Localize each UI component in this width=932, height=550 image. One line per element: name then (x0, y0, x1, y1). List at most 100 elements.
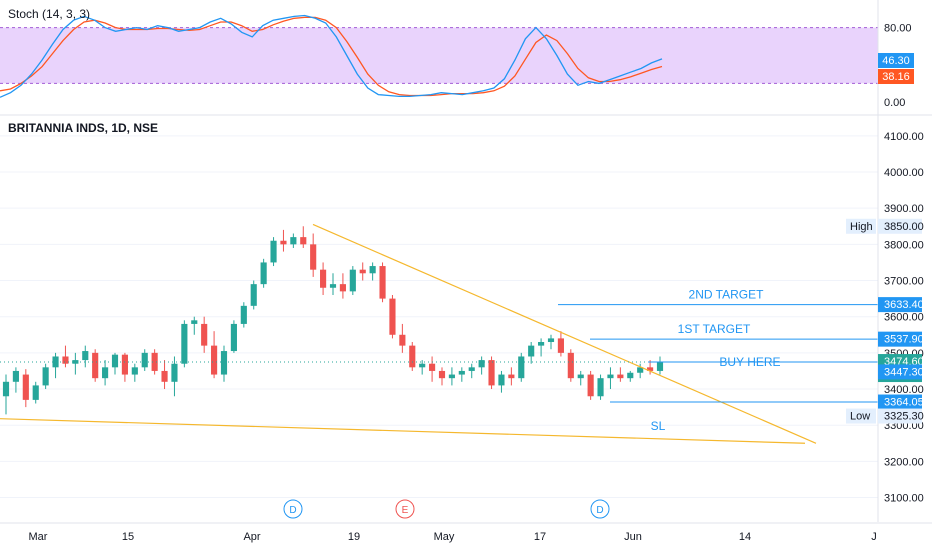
candle (250, 280, 257, 310)
symbol-title: BRITANNIA INDS, 1D, NSE (8, 121, 158, 135)
candle (320, 262, 327, 295)
candle-body (419, 363, 426, 368)
price-badge-label: Low (850, 411, 870, 423)
candle (42, 363, 49, 390)
lower-trendline (0, 418, 806, 444)
candle (111, 352, 119, 375)
price-badge-label-bg (846, 218, 876, 234)
price-axis-tick: 3600.00 (884, 312, 924, 324)
candle-body (597, 378, 604, 397)
candle (339, 273, 346, 299)
stoch-d-value: 38.16 (882, 71, 910, 83)
stoch-k-value: 46.30 (882, 55, 910, 67)
price-badge-label: High (850, 221, 873, 233)
candle (260, 258, 267, 288)
stoch-k-badge: 46.30 (878, 53, 914, 68)
price-badge-bg (878, 364, 922, 380)
candle-body (161, 370, 168, 382)
candle-body (2, 381, 10, 397)
price-badge: 3447.30 (878, 364, 924, 380)
event-circle (283, 499, 303, 519)
candle (518, 352, 525, 382)
annotation-label: 2ND TARGET (689, 288, 765, 302)
candle (557, 331, 564, 357)
candle-body (547, 338, 555, 343)
stoch-d-badge-bg (878, 69, 914, 84)
candle-body (498, 374, 505, 386)
candle (181, 320, 188, 368)
candle (637, 363, 644, 379)
candle-body (647, 367, 654, 371)
candle (627, 370, 634, 382)
candle (607, 367, 614, 390)
candle (201, 316, 208, 353)
candle-body (339, 284, 346, 292)
candle (2, 374, 10, 415)
candle-body (141, 352, 148, 368)
candle-body (438, 370, 446, 379)
candle-body (131, 367, 138, 375)
candle-body (171, 363, 178, 382)
price-axis[interactable]: 80.00 0.00 46.30 38.16 4100.00 4000.00 3900.00… (846, 0, 927, 522)
candle (32, 381, 39, 404)
candle-body (577, 374, 584, 379)
candle (399, 323, 406, 353)
candle-body (220, 351, 228, 375)
candle (488, 356, 495, 390)
price-badge-bg (878, 394, 922, 410)
candle (300, 226, 307, 248)
price-badge-bg (878, 331, 922, 347)
candle (121, 352, 128, 382)
candle-body (290, 237, 297, 245)
candle (240, 302, 247, 328)
candle (161, 360, 168, 390)
candle-body (528, 345, 535, 357)
candle-body (349, 269, 356, 292)
candle (458, 367, 465, 382)
candle-body (52, 356, 59, 368)
candle (171, 356, 178, 397)
candle-body (191, 320, 198, 324)
candle (498, 370, 505, 393)
time-axis-label: Apr (243, 531, 260, 543)
candle-body (32, 385, 39, 400)
candle-body (508, 374, 515, 379)
candle (448, 367, 455, 386)
stoch-axis-tick: 80.00 (884, 23, 912, 35)
candle-body (557, 338, 564, 353)
candle (429, 356, 436, 382)
stoch-k-line (0, 14, 663, 98)
price-badge: 3633.40 (878, 297, 924, 313)
candle (211, 331, 218, 379)
candle-body (369, 266, 376, 274)
candle-body (92, 352, 99, 379)
candle (567, 349, 574, 382)
candle (329, 273, 337, 295)
event-letter: D (596, 505, 603, 516)
candle-body (478, 360, 485, 368)
event-letter: E (402, 505, 409, 516)
upper-trendline (312, 223, 817, 444)
candle-body (230, 323, 237, 352)
candle (131, 363, 138, 382)
price-axis-tick: 3200.00 (884, 456, 924, 468)
candle (468, 363, 475, 379)
candle-body (201, 323, 208, 346)
candle-body (300, 237, 307, 245)
candle (310, 233, 317, 277)
price-badge: 3325.30 Low (846, 408, 924, 424)
price-axis-tick: 3700.00 (884, 276, 924, 288)
candle (359, 262, 366, 281)
candle (379, 262, 386, 303)
price-axis-tick: 3100.00 (884, 493, 924, 505)
candle-body (518, 356, 525, 379)
candle (409, 342, 416, 371)
price-badge: 3364.05 (878, 394, 924, 410)
price-badge-value: 3850.00 (884, 221, 924, 233)
candle (577, 370, 584, 386)
candle-body (280, 240, 287, 245)
candle-body (62, 356, 69, 364)
candle-body (82, 351, 89, 361)
time-axis[interactable]: Mar 15 Apr 19 May 17 Jun 14 J (0, 522, 932, 543)
